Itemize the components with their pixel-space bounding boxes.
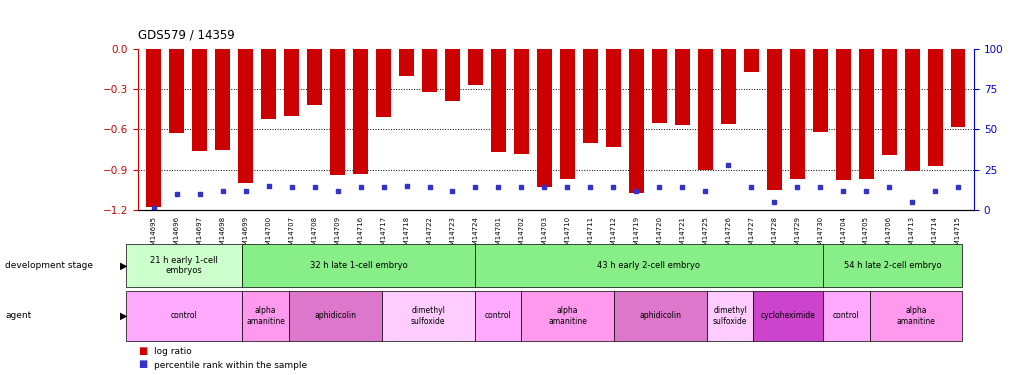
- Bar: [215, 49, 230, 150]
- Text: development stage: development stage: [5, 261, 93, 270]
- Bar: [444, 49, 460, 101]
- Bar: [743, 49, 758, 72]
- Bar: [284, 49, 299, 116]
- Bar: [880, 49, 896, 155]
- Bar: [789, 49, 804, 179]
- Bar: [376, 49, 390, 117]
- Text: dimethyl
sulfoxide: dimethyl sulfoxide: [411, 306, 445, 326]
- Text: GDS579 / 14359: GDS579 / 14359: [138, 28, 234, 41]
- Bar: [605, 49, 621, 147]
- Text: control: control: [833, 311, 859, 320]
- Text: ■: ■: [138, 360, 147, 369]
- Bar: [629, 49, 643, 192]
- Text: log ratio: log ratio: [154, 347, 192, 356]
- Text: dimethyl
sulfoxide: dimethyl sulfoxide: [712, 306, 747, 326]
- Text: alpha
amanitine: alpha amanitine: [547, 306, 586, 326]
- Bar: [651, 49, 666, 123]
- Bar: [904, 49, 918, 171]
- Text: percentile rank within the sample: percentile rank within the sample: [154, 360, 307, 369]
- Text: control: control: [484, 311, 511, 320]
- Bar: [697, 49, 712, 170]
- Bar: [146, 49, 161, 207]
- Text: alpha
amanitine: alpha amanitine: [896, 306, 934, 326]
- Text: ■: ■: [138, 346, 147, 356]
- Bar: [766, 49, 781, 190]
- Bar: [422, 49, 436, 92]
- Text: agent: agent: [5, 311, 32, 320]
- Text: control: control: [170, 311, 198, 320]
- Text: 21 h early 1-cell
embryos: 21 h early 1-cell embryos: [150, 256, 218, 275]
- Text: cycloheximide: cycloheximide: [760, 311, 815, 320]
- Text: alpha
amanitine: alpha amanitine: [246, 306, 284, 326]
- Bar: [398, 49, 414, 76]
- Bar: [514, 49, 529, 154]
- Bar: [307, 49, 322, 105]
- Bar: [675, 49, 689, 125]
- Bar: [490, 49, 505, 152]
- Bar: [193, 49, 207, 151]
- Bar: [468, 49, 482, 85]
- Bar: [353, 49, 368, 174]
- Bar: [835, 49, 850, 180]
- Text: ▶: ▶: [120, 260, 127, 270]
- Bar: [950, 49, 965, 127]
- Bar: [858, 49, 872, 179]
- Text: 43 h early 2-cell embryo: 43 h early 2-cell embryo: [597, 261, 700, 270]
- Bar: [261, 49, 276, 118]
- Text: 54 h late 2-cell embryo: 54 h late 2-cell embryo: [843, 261, 941, 270]
- Text: 32 h late 1-cell embryo: 32 h late 1-cell embryo: [309, 261, 407, 270]
- Text: ▶: ▶: [120, 311, 127, 321]
- Text: aphidicolin: aphidicolin: [314, 311, 356, 320]
- Bar: [559, 49, 575, 179]
- Bar: [238, 49, 253, 183]
- Bar: [720, 49, 735, 124]
- Bar: [812, 49, 826, 132]
- Bar: [330, 49, 344, 175]
- Bar: [926, 49, 942, 166]
- Text: aphidicolin: aphidicolin: [639, 311, 681, 320]
- Bar: [582, 49, 597, 143]
- Bar: [536, 49, 551, 187]
- Bar: [169, 49, 184, 134]
